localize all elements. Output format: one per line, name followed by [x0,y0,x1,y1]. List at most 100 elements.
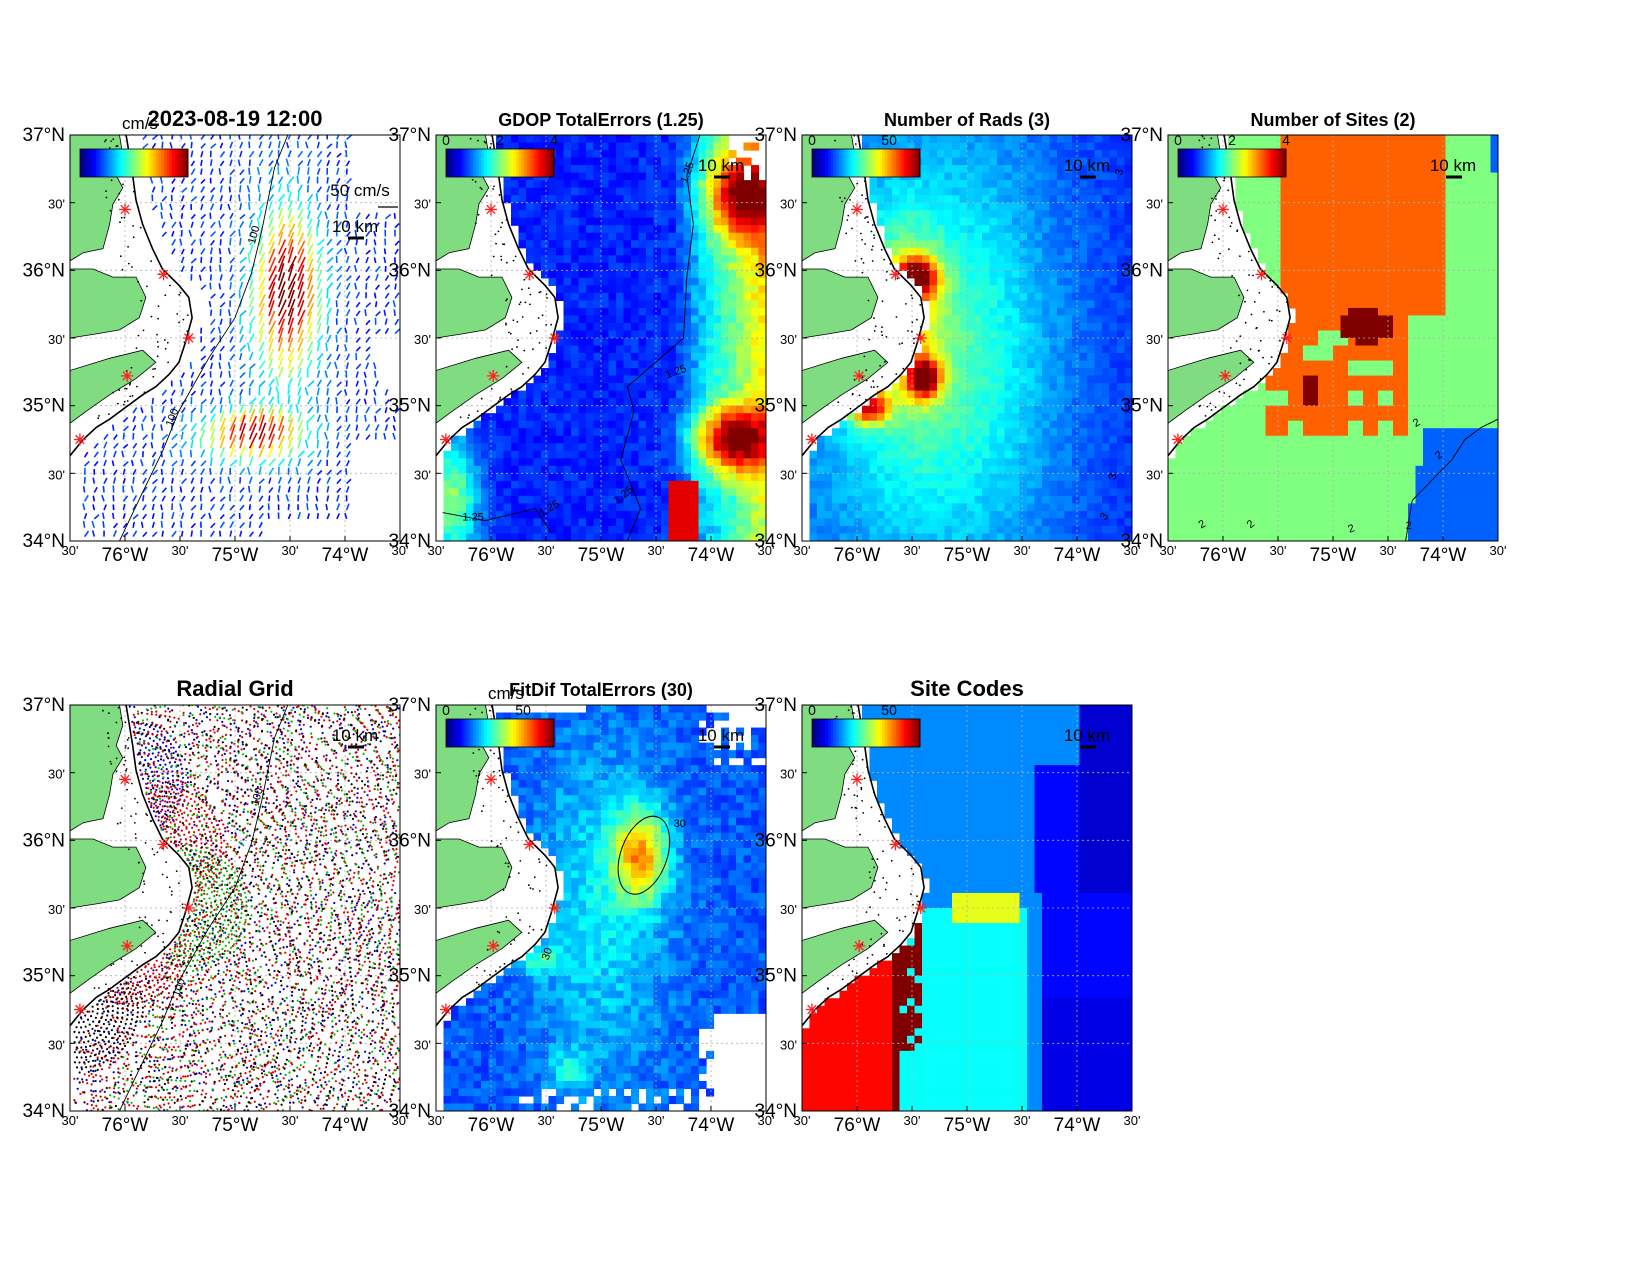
heatmap-cell [1004,142,1013,151]
heatmap-cell [982,375,991,384]
heatmap-cell [698,292,707,302]
current-vector [326,203,332,211]
current-vector [161,512,164,519]
site-marker-stroke [122,371,132,381]
heatmap-cell [601,150,610,159]
heatmap-cell [1117,368,1126,377]
lat-tick-label: 35°N [23,396,65,417]
heatmap-cell [862,443,871,452]
current-vector [316,322,322,334]
heatmap-cell [736,285,745,294]
heatmap-cell [698,262,707,271]
heatmap-cell [646,510,655,520]
heatmap-cell [458,480,467,489]
heatmap-cell [997,405,1006,414]
heatmap-cell [1034,390,1043,399]
heatmap-cell [1034,428,1043,437]
heatmap-cell [1064,187,1073,196]
current-vector [208,512,212,520]
current-vector [258,402,264,414]
colorbar-tick-label: 2 [496,132,504,148]
heatmap-cell [1094,165,1103,174]
current-vector [160,520,163,528]
heatmap-cell [914,390,923,399]
colorbar-segment [80,149,84,177]
heatmap-cell [533,202,542,211]
heatmap-cell [952,225,961,234]
heatmap-cell [982,488,991,497]
heatmap-cell [1072,217,1081,226]
heatmap-cell [959,180,968,189]
heatmap-cell [937,443,946,452]
heatmap-cell [1094,285,1103,294]
current-vector [258,235,264,246]
heatmap-cell [706,165,715,174]
heatmap-cell [1012,413,1021,422]
heatmap-cell [1094,322,1103,332]
site-marker-stroke [486,204,496,215]
heatmap-cell [571,307,580,317]
heatmap-cell [683,345,692,354]
current-vector [336,152,342,158]
heatmap-cell [571,473,580,482]
heatmap-cell [1034,383,1043,392]
heatmap-cell [533,525,542,535]
heatmap-cell [638,383,647,392]
current-vector [209,194,215,202]
heatmap-cell [698,503,707,512]
heatmap-cell [959,262,968,271]
current-vector [171,389,176,396]
current-vector [142,513,148,520]
colorbar-segment [448,149,452,177]
heatmap-cell [623,360,632,369]
heatmap-cell [556,338,565,347]
heatmap-cell [1057,345,1066,354]
coast-speckle [516,346,518,348]
current-vector [336,159,341,167]
heatmap-cell [698,345,707,354]
heatmap-cell [593,165,602,174]
heatmap-cell [1042,322,1051,332]
current-vector [285,158,290,167]
heatmap-cell [1087,210,1096,219]
heatmap-cell [586,277,595,286]
current-vector [297,437,302,449]
heatmap-cell [578,255,587,264]
heatmap-cell [1109,435,1118,444]
heatmap-cell [1012,142,1021,151]
colorbar-segment [545,149,550,177]
heatmap-cell [1064,383,1073,392]
heatmap-cell [743,503,752,512]
heatmap-cell [526,435,535,444]
heatmap-cell [601,217,610,226]
coast-speckle [477,213,480,216]
heatmap-cell [1117,458,1126,467]
heatmap-cell [608,217,617,226]
heatmap-cell [563,345,572,354]
heatmap-cell [616,375,625,384]
heatmap-cell [982,180,991,189]
current-vector [297,367,302,378]
heatmap-cell [1117,390,1126,399]
heatmap-cell [503,405,512,414]
heatmap-cell [586,315,595,324]
heatmap-cell [586,262,595,271]
heatmap-cell [473,488,482,497]
heatmap-cell [661,225,670,234]
heatmap-cell [1012,428,1021,437]
heatmap-cell [653,398,662,407]
heatmap-cell [1094,405,1103,414]
heatmap-cell [1034,225,1043,234]
heatmap-cell [683,187,692,196]
heatmap-cell [847,480,856,489]
heatmap-cell [1049,473,1058,482]
heatmap-cell [1019,225,1028,234]
heatmap-cell [563,135,572,144]
current-vector [237,135,241,140]
heatmap-cell [706,307,715,317]
current-vector [209,247,213,255]
heatmap-cell [653,413,662,422]
heatmap-cell [721,413,730,422]
heatmap-cell [1124,292,1132,302]
heatmap-cell [982,383,991,392]
